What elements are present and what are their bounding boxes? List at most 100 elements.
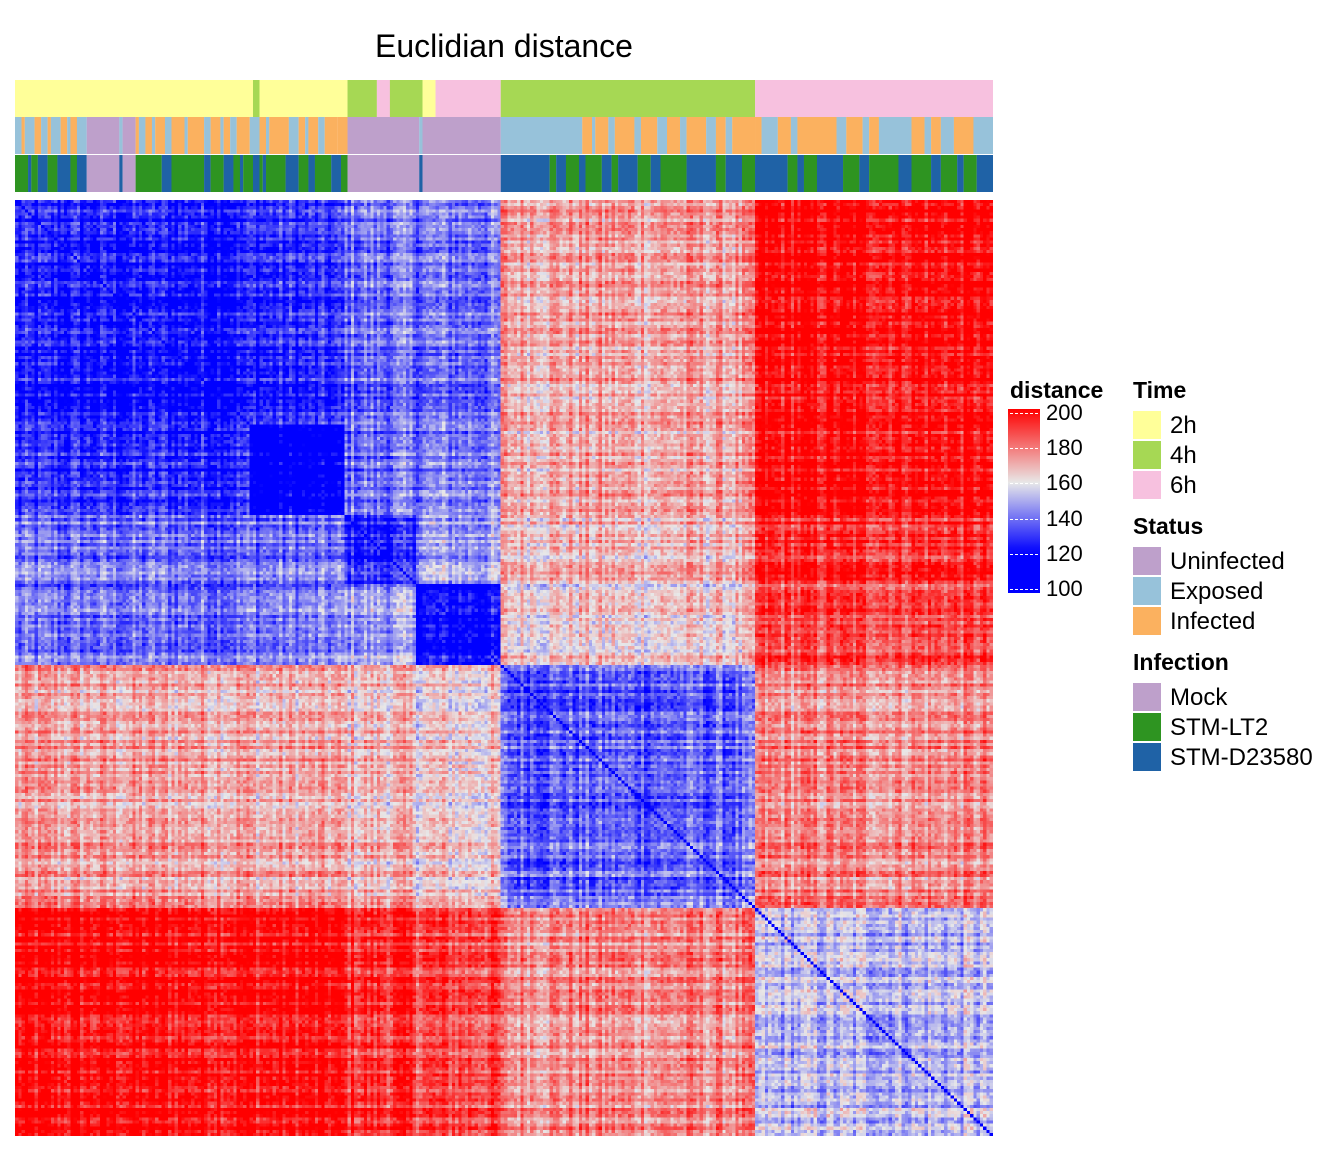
- status-segment-E: [973, 117, 993, 154]
- infection-segment-L: [341, 155, 348, 192]
- status-segment-I: [911, 117, 925, 154]
- status-segment-E: [41, 117, 48, 154]
- infection-segment-D: [262, 155, 267, 192]
- status-segment-E: [266, 117, 270, 154]
- status-segment-I: [259, 117, 267, 154]
- status-legend-label: Exposed: [1170, 578, 1264, 605]
- status-segment-E: [204, 117, 211, 154]
- status-legend-label: Infected: [1170, 608, 1256, 635]
- status-segment-E: [634, 117, 641, 154]
- status-legend-title: Status: [1133, 513, 1204, 539]
- status-segment-I: [614, 117, 635, 154]
- status-segment-E: [790, 117, 798, 154]
- infection-legend-swatch: [1133, 713, 1161, 741]
- status-segment-I: [324, 117, 338, 154]
- infection-legend-label: Mock: [1170, 684, 1228, 711]
- infection-segment-L: [266, 155, 286, 192]
- colorbar-tick-mark: [1010, 483, 1038, 485]
- status-segment-E: [318, 117, 325, 154]
- infection-segment-L: [787, 155, 798, 192]
- status-segment-E: [657, 117, 668, 154]
- colorbar-tick-label: 200: [1046, 400, 1083, 425]
- status-segment-I: [755, 117, 762, 154]
- status-segment-I: [21, 117, 25, 154]
- status-segment-E: [220, 117, 224, 154]
- infection-segment-D: [37, 155, 48, 192]
- status-segment-I: [236, 117, 250, 154]
- status-segment-I: [732, 117, 756, 154]
- infection-segment-M: [422, 155, 501, 192]
- colorbar-tick-mark: [1010, 553, 1038, 555]
- status-legend-swatch: [1133, 547, 1161, 575]
- time-segment-6h: [755, 80, 993, 117]
- infection-segment-M: [347, 155, 420, 192]
- status-segment-E: [50, 117, 61, 154]
- infection-segment-L: [243, 155, 254, 192]
- infection-segment-D: [556, 155, 567, 192]
- infection-segment-L: [741, 155, 756, 192]
- time-segment-4h: [252, 80, 260, 117]
- status-segment-I: [135, 117, 139, 154]
- infection-annotation-bar: [15, 155, 993, 192]
- infection-segment-D: [239, 155, 244, 192]
- infection-segment-D: [816, 155, 844, 192]
- infection-segment-D: [931, 155, 941, 192]
- infection-segment-D: [119, 155, 123, 192]
- status-segment-U: [347, 117, 420, 154]
- status-segment-E: [419, 117, 423, 154]
- infection-segment-D: [308, 155, 315, 192]
- time-legend-label: 6h: [1170, 472, 1197, 499]
- status-segment-E: [305, 117, 309, 154]
- status-segment-I: [155, 117, 166, 154]
- status-segment-I: [210, 117, 221, 154]
- status-segment-E: [138, 117, 146, 154]
- infection-segment-D: [204, 155, 211, 192]
- infection-segment-D: [500, 155, 550, 192]
- status-segment-I: [47, 117, 51, 154]
- status-segment-E: [249, 117, 260, 154]
- status-segment-E: [592, 117, 596, 154]
- infection-legend-title: Infection: [1133, 649, 1229, 675]
- infection-segment-L: [31, 155, 38, 192]
- infection-legend-swatch: [1133, 683, 1161, 711]
- status-segment-I: [640, 117, 658, 154]
- time-segment-6h: [376, 80, 390, 117]
- colorbar-tick-label: 140: [1046, 505, 1083, 531]
- status-segment-I: [595, 117, 609, 154]
- infection-segment-D: [57, 155, 71, 192]
- infection-segment-L: [15, 155, 29, 192]
- time-legend-swatch: [1133, 441, 1161, 469]
- infection-legend-label: STM-D23580: [1170, 744, 1313, 771]
- status-segment-I: [70, 117, 78, 154]
- infection-segment-L: [585, 155, 602, 192]
- infection-segment-D: [331, 155, 342, 192]
- infection-segment-L: [47, 155, 58, 192]
- status-segment-E: [878, 117, 912, 154]
- status-segment-I: [953, 117, 974, 154]
- infection-segment-D: [285, 155, 299, 192]
- infection-segment-L: [869, 155, 899, 192]
- status-segment-E: [680, 117, 687, 154]
- status-segment-E: [67, 117, 71, 154]
- status-segment-I: [931, 117, 941, 154]
- infection-segment-L: [911, 155, 932, 192]
- status-segment-I: [187, 117, 205, 154]
- infection-segment-L: [963, 155, 977, 192]
- time-segment-4h: [500, 80, 756, 117]
- status-segment-U: [86, 117, 120, 154]
- status-segment-I: [777, 117, 791, 154]
- infection-segment-D: [601, 155, 612, 192]
- infection-segment-D: [618, 155, 638, 192]
- time-legend-swatch: [1133, 411, 1161, 439]
- colorbar-tick-label: 100: [1046, 576, 1083, 601]
- infection-segment-L: [565, 155, 580, 192]
- status-segment-I: [846, 117, 863, 154]
- status-segment-E: [15, 117, 22, 154]
- status-segment-I: [171, 117, 185, 154]
- time-segment-2h: [259, 80, 348, 117]
- status-segment-E: [500, 117, 583, 154]
- infection-segment-D: [419, 155, 423, 192]
- infection-segment-D: [76, 155, 87, 192]
- status-segment-I: [582, 117, 593, 154]
- infection-segment-D: [686, 155, 716, 192]
